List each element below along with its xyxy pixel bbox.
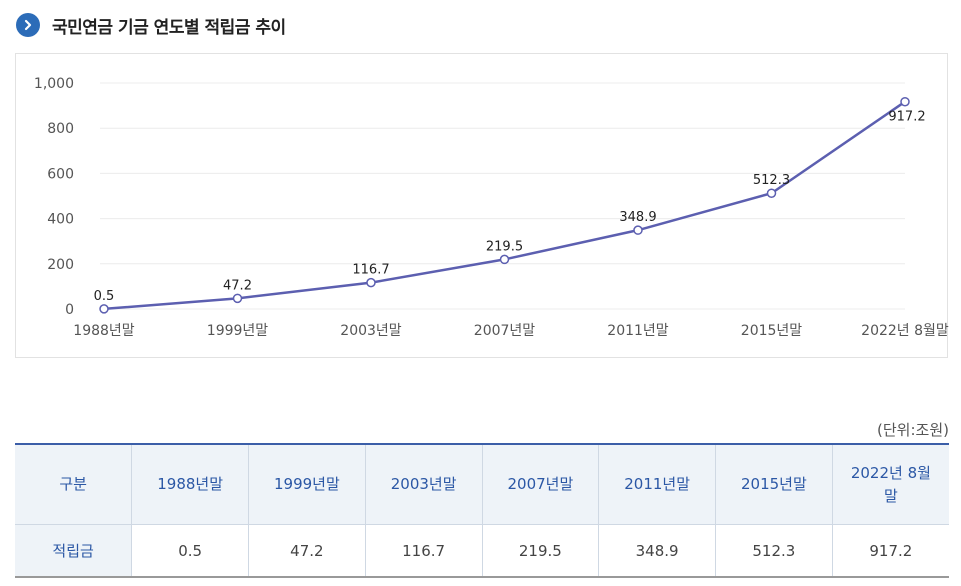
x-tick-label: 2007년말 <box>474 323 536 339</box>
row-header: 적립금 <box>15 524 133 577</box>
x-tick-label: 1999년말 <box>207 323 269 339</box>
data-point <box>366 277 376 288</box>
table-cell: 0.5 <box>131 524 249 577</box>
column-header: 1999년말 <box>248 444 366 525</box>
table-cell: 512.3 <box>715 524 833 577</box>
column-header: 2011년말 <box>598 444 716 525</box>
table-cell: 219.5 <box>482 524 600 577</box>
x-tick-label: 2011년말 <box>607 323 669 339</box>
x-tick-label: 2022년 8월말 <box>861 323 949 339</box>
unit-label: (단위:조원) <box>877 421 949 439</box>
line-chart: 0 200 400 600 800 1,000 1988년말 1999년말 2003년말 2007… <box>15 53 949 358</box>
table-header-row: 구분 1988년말 1999년말 2003년말 2007년말 2011년말 20… <box>15 444 949 525</box>
data-point <box>766 188 777 198</box>
column-header: 2022년 8월말 <box>832 444 949 525</box>
data-label: 348.9 <box>619 210 656 225</box>
y-tick-label: 0 <box>65 302 74 318</box>
data-point <box>900 96 910 107</box>
table-cell: 47.2 <box>248 524 366 577</box>
section-header: 국민연금 기금 연도별 적립금 추이 <box>16 12 286 38</box>
data-label: 47.2 <box>223 278 252 293</box>
x-tick-label: 1988년말 <box>73 323 135 339</box>
x-tick-label: 2015년말 <box>741 323 803 339</box>
table-corner-header: 구분 <box>15 444 133 525</box>
data-label: 512.3 <box>753 173 790 188</box>
y-tick-label: 600 <box>47 166 74 182</box>
column-header: 1988년말 <box>131 444 249 525</box>
y-tick-label: 400 <box>47 212 74 228</box>
table-cell: 348.9 <box>598 524 716 577</box>
data-label: 219.5 <box>486 239 523 254</box>
column-header: 2015년말 <box>715 444 833 525</box>
table-cell: 116.7 <box>365 524 483 577</box>
data-label: 917.2 <box>888 110 925 125</box>
data-table: 구분 1988년말 1999년말 2003년말 2007년말 2011년말 20… <box>15 443 949 578</box>
table-row: 적립금 0.5 47.2 116.7 219.5 348.9 512.3 917… <box>15 524 949 577</box>
data-point <box>99 304 109 314</box>
chevron-right-icon <box>16 13 40 37</box>
column-header: 2003년말 <box>365 444 483 525</box>
column-header: 2007년말 <box>482 444 600 525</box>
data-label: 116.7 <box>352 263 389 278</box>
data-point <box>232 293 243 304</box>
x-tick-label: 2003년말 <box>340 323 402 339</box>
page-title: 국민연금 기금 연도별 적립금 추이 <box>52 17 286 38</box>
y-tick-label: 200 <box>47 257 74 273</box>
table-cell: 917.2 <box>869 541 913 560</box>
y-tick-label: 800 <box>47 121 74 137</box>
data-label: 0.5 <box>94 289 115 304</box>
y-tick-label: 1,000 <box>34 76 74 92</box>
data-point <box>633 225 643 235</box>
chart-svg: 0 200 400 600 800 1,000 1988년말 1999년말 2003년말 2007… <box>34 76 949 339</box>
data-point <box>499 254 510 265</box>
